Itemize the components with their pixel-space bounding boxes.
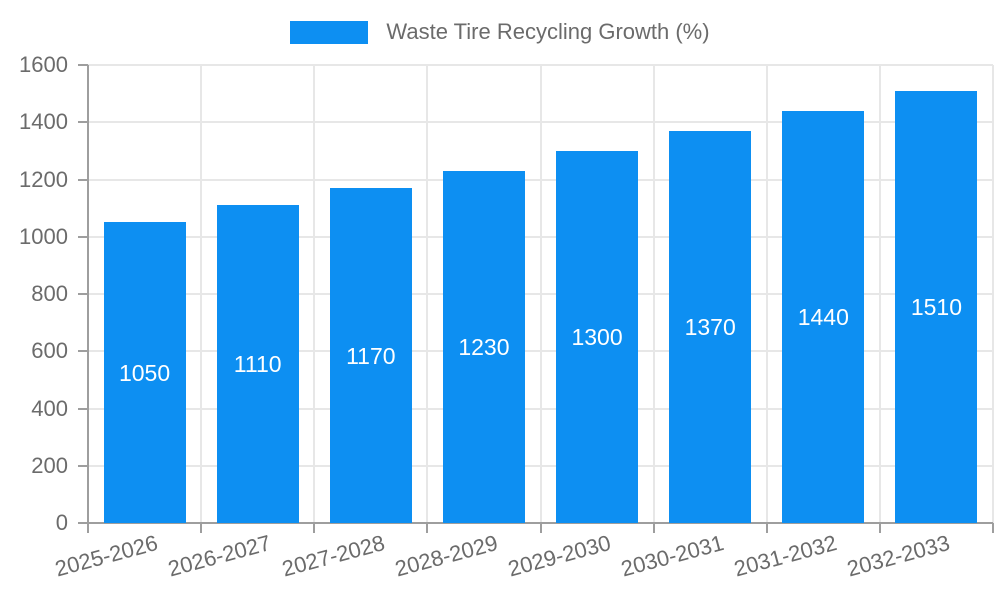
legend-label: Waste Tire Recycling Growth (%): [386, 19, 710, 44]
x-axis-label: 2027-2028: [278, 530, 388, 582]
gridline-vertical: [652, 65, 655, 523]
gridline-vertical: [539, 65, 542, 523]
bar-2031-2032: [782, 110, 865, 523]
x-axis-label: 2031-2032: [731, 530, 840, 582]
y-axis-tick: [78, 64, 88, 66]
y-axis-label: 400: [31, 395, 68, 421]
chart-legend[interactable]: Waste Tire Recycling Growth (%): [0, 19, 1000, 45]
x-axis-label: 2025-2026: [52, 530, 161, 582]
x-axis-line: [88, 522, 993, 524]
gridline-vertical: [426, 65, 429, 523]
y-axis-tick: [78, 407, 88, 410]
x-axis-tick: [992, 523, 994, 533]
y-axis-tick: [78, 350, 88, 353]
bar-2028-2029: [442, 170, 525, 523]
bar-2027-2028: [329, 188, 412, 523]
x-axis-tick: [426, 523, 429, 533]
y-axis-label: 1200: [19, 166, 68, 192]
bar-2025-2026: [103, 222, 186, 523]
x-axis-tick: [652, 523, 655, 533]
y-axis-tick: [78, 293, 88, 295]
y-axis-label: 1600: [19, 52, 68, 77]
y-axis-label: 800: [31, 281, 68, 306]
gridline-vertical: [878, 65, 881, 523]
x-axis-label: 2030-2031: [618, 530, 727, 582]
gridline-vertical: [200, 65, 203, 523]
gridline-vertical: [765, 65, 768, 523]
x-axis-tick: [539, 523, 542, 533]
x-axis-tick: [878, 523, 881, 533]
y-axis-label: 1400: [19, 109, 68, 135]
gridline-vertical: [992, 65, 994, 523]
y-axis-tick: [78, 235, 88, 238]
x-axis-label: 2029-2030: [505, 530, 614, 582]
bar-2030-2031: [669, 130, 752, 523]
x-axis-label: 2028-2029: [392, 530, 501, 582]
bar-2029-2030: [556, 150, 639, 523]
x-axis-label: 2026-2027: [165, 530, 274, 582]
bar-2032-2033: [895, 90, 978, 523]
legend-swatch: [290, 20, 369, 44]
y-axis-label: 1000: [19, 223, 68, 249]
gridline-vertical: [313, 65, 316, 523]
x-axis-tick: [765, 523, 768, 533]
y-axis-tick: [78, 522, 88, 524]
y-axis-line: [87, 65, 89, 533]
y-axis-tick: [78, 121, 88, 124]
x-axis-label: 2032-2033: [844, 530, 953, 582]
y-axis-label: 200: [31, 452, 68, 478]
y-axis-tick: [78, 178, 88, 181]
x-axis-tick: [313, 523, 316, 533]
y-axis-label: 600: [31, 338, 68, 364]
bar-2026-2027: [216, 205, 299, 523]
x-axis-tick: [200, 523, 203, 533]
y-axis-tick: [78, 464, 88, 467]
y-axis-label: 0: [55, 510, 68, 535]
